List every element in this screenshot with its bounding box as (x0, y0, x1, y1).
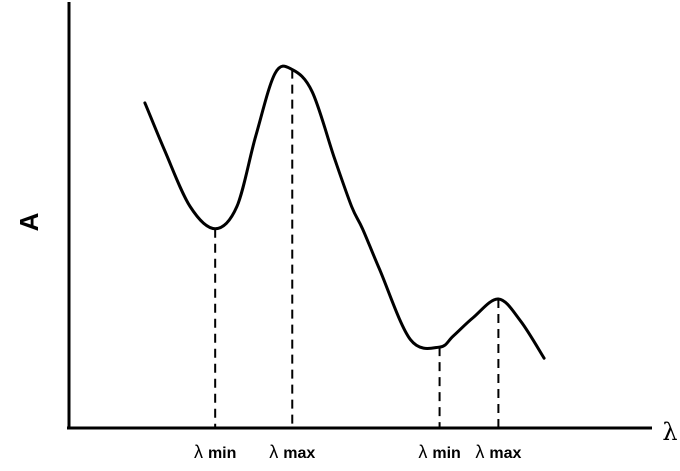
plot-area: λ min λ max λ min λ max (143, 64, 546, 462)
absorbance-curve (143, 64, 546, 360)
marker-label-1: λ min (194, 442, 236, 462)
marker-label-4: λ max (475, 442, 521, 462)
marker-label-3: λ min (418, 442, 460, 462)
x-axis-label: λ (662, 418, 677, 446)
marker-label-2: λ max (269, 442, 315, 462)
y-axis-label: A (14, 212, 44, 231)
